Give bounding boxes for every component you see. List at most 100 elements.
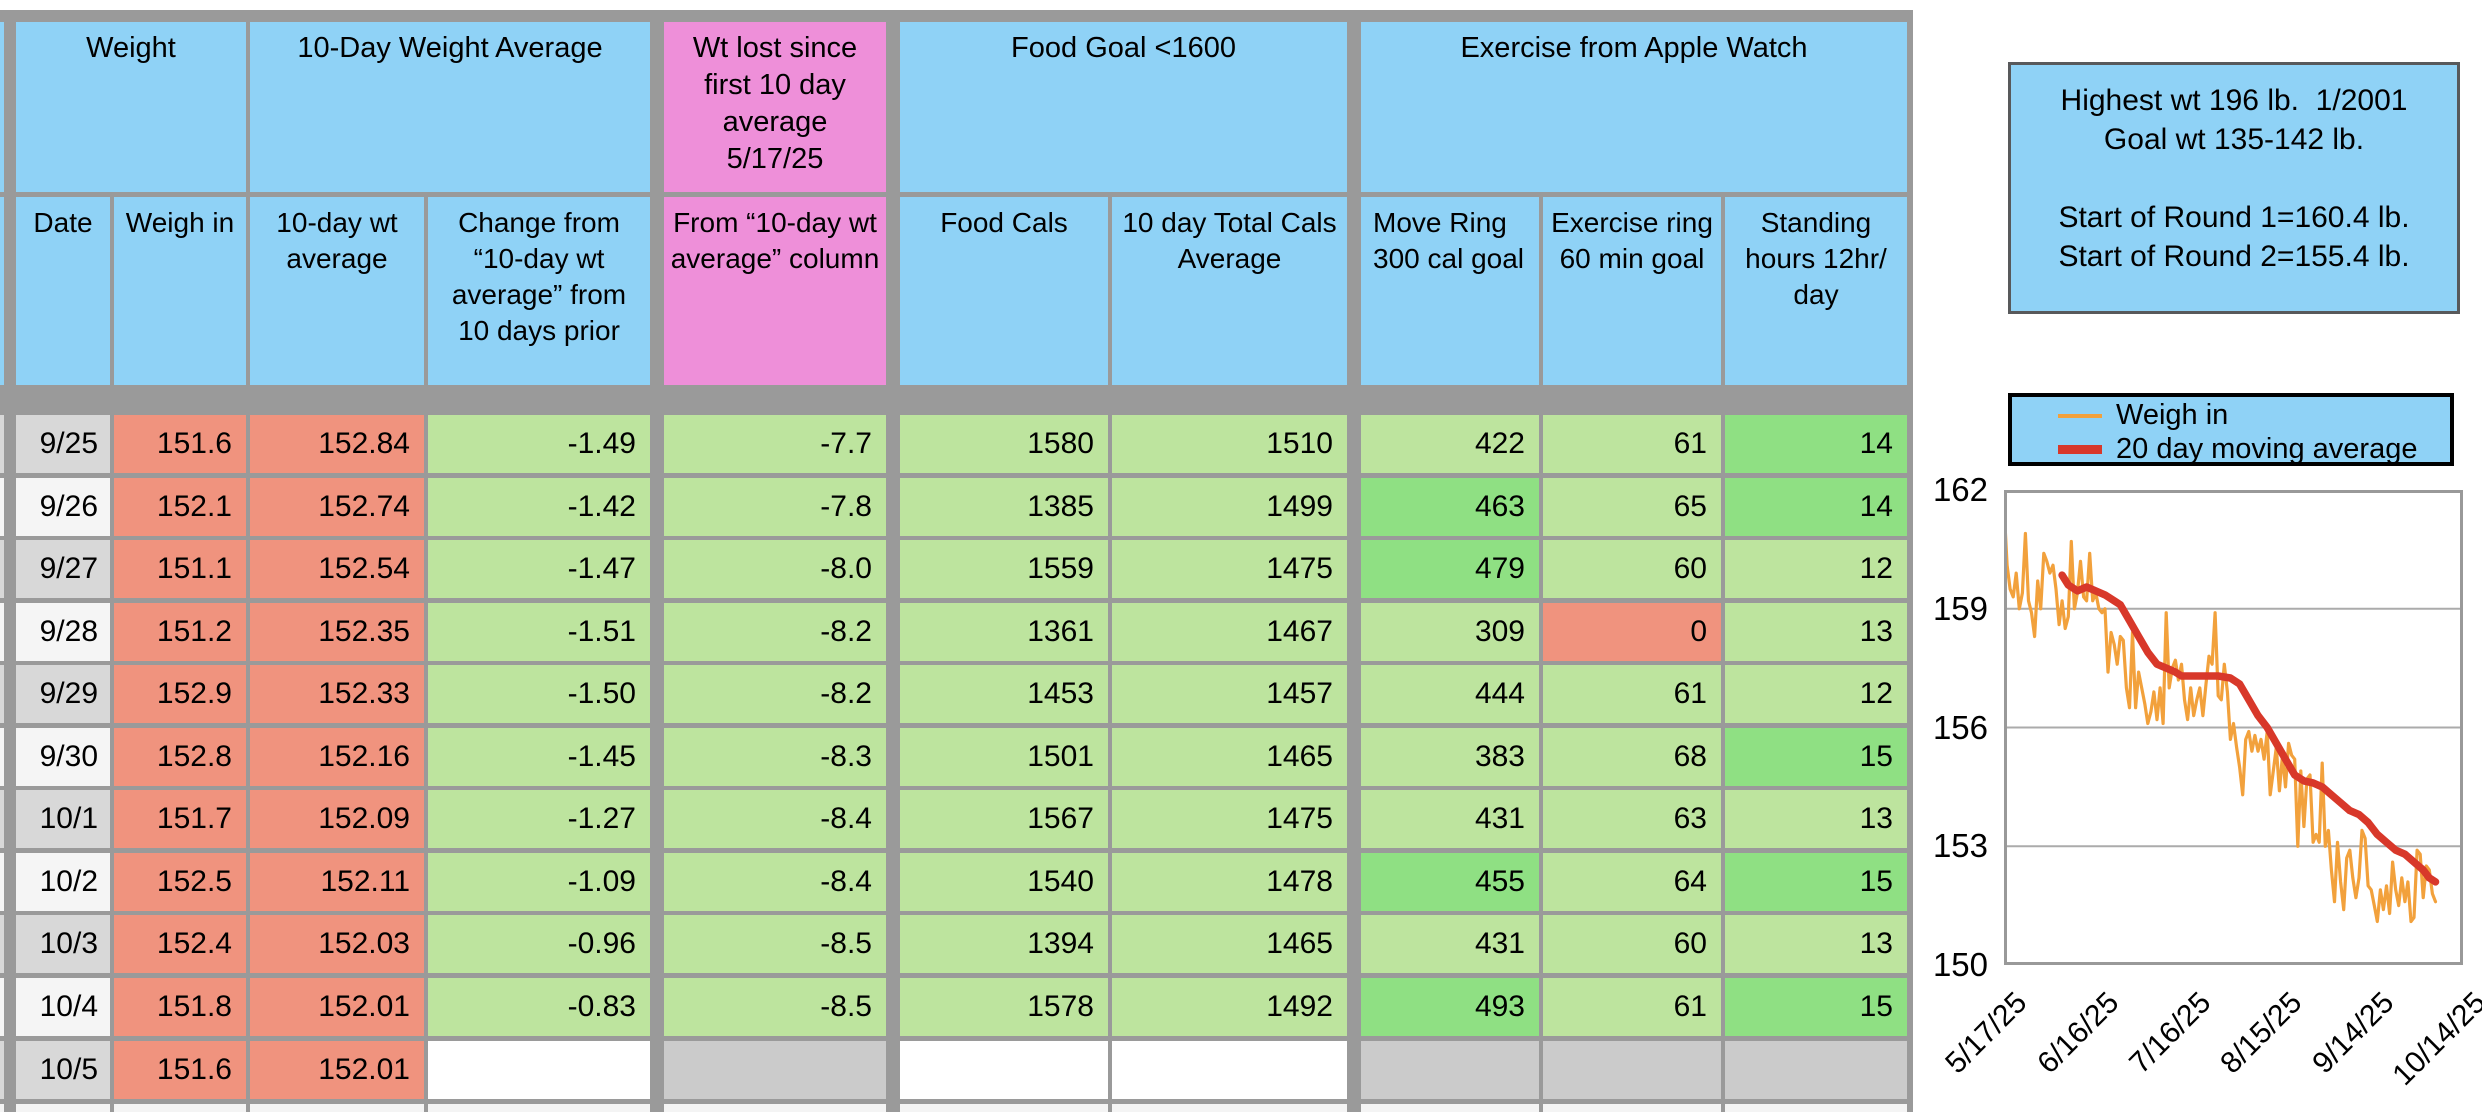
- date-cell[interactable]: 9/30: [16, 728, 110, 786]
- data-cell[interactable]: 1499: [1112, 478, 1347, 536]
- data-cell[interactable]: 1492: [1112, 978, 1347, 1036]
- data-cell[interactable]: -0.83: [428, 978, 650, 1036]
- data-cell[interactable]: 152.33: [250, 665, 424, 723]
- column-header-9[interactable]: Standing hours 12hr/ day: [1725, 197, 1907, 385]
- column-header-7[interactable]: Move Ring 300 cal goal: [1361, 197, 1539, 385]
- data-cell[interactable]: 152.54: [250, 540, 424, 598]
- data-cell[interactable]: 493: [1361, 978, 1539, 1036]
- notes-text-box[interactable]: Highest wt 196 lb. 1/2001 Goal wt 135-142…: [2008, 62, 2460, 314]
- date-cell[interactable]: 10/5: [16, 1041, 110, 1099]
- data-cell[interactable]: 60: [1543, 915, 1721, 973]
- data-cell[interactable]: 61: [1543, 415, 1721, 473]
- data-cell[interactable]: 1457: [1112, 665, 1347, 723]
- data-cell[interactable]: -8.4: [664, 853, 886, 911]
- data-cell[interactable]: 152.35: [250, 603, 424, 661]
- data-cell[interactable]: 151.6: [114, 1041, 246, 1099]
- data-cell[interactable]: 151.1: [114, 540, 246, 598]
- chart-legend[interactable]: Weigh in 20 day moving average: [2008, 393, 2454, 466]
- date-cell[interactable]: 9/28: [16, 603, 110, 661]
- data-cell[interactable]: 14: [1725, 415, 1907, 473]
- data-cell[interactable]: [1112, 1041, 1347, 1099]
- data-cell[interactable]: -8.2: [664, 603, 886, 661]
- data-cell[interactable]: 60: [1543, 540, 1721, 598]
- group-header-food-goal-1600[interactable]: Food Goal <1600: [900, 22, 1347, 192]
- group-header-wt-lost[interactable]: Wt lost since first 10 day average 5/17/…: [664, 22, 886, 192]
- data-cell[interactable]: 1475: [1112, 540, 1347, 598]
- data-cell[interactable]: [1725, 1041, 1907, 1099]
- data-cell[interactable]: -7.8: [664, 478, 886, 536]
- data-cell[interactable]: 15: [1725, 728, 1907, 786]
- data-cell[interactable]: 152.16: [250, 728, 424, 786]
- data-cell[interactable]: [1361, 1041, 1539, 1099]
- data-cell[interactable]: 152.01: [250, 978, 424, 1036]
- column-header-1[interactable]: Weigh in: [114, 197, 246, 385]
- data-cell[interactable]: 15: [1725, 978, 1907, 1036]
- data-cell[interactable]: 383: [1361, 728, 1539, 786]
- data-cell[interactable]: 152.84: [250, 415, 424, 473]
- column-header-4[interactable]: From “10-day wt average” column: [664, 197, 886, 385]
- data-cell[interactable]: -7.7: [664, 415, 886, 473]
- data-cell[interactable]: 1540: [900, 853, 1108, 911]
- data-cell[interactable]: 1559: [900, 540, 1108, 598]
- data-cell[interactable]: 431: [1361, 790, 1539, 848]
- date-cell[interactable]: 9/29: [16, 665, 110, 723]
- data-cell[interactable]: 13: [1725, 790, 1907, 848]
- data-cell[interactable]: 61: [1543, 665, 1721, 723]
- data-cell[interactable]: 1453: [900, 665, 1108, 723]
- data-cell[interactable]: 431: [1361, 915, 1539, 973]
- date-cell[interactable]: 10/3: [16, 915, 110, 973]
- data-cell[interactable]: 0: [1543, 603, 1721, 661]
- weight-line-chart[interactable]: [2004, 490, 2463, 965]
- column-header-6[interactable]: 10 day Total Cals Average: [1112, 197, 1347, 385]
- date-cell[interactable]: 10/1: [16, 790, 110, 848]
- data-cell[interactable]: 1475: [1112, 790, 1347, 848]
- data-cell[interactable]: 1501: [900, 728, 1108, 786]
- date-cell[interactable]: 10/2: [16, 853, 110, 911]
- data-cell[interactable]: 13: [1725, 915, 1907, 973]
- data-cell[interactable]: 152.74: [250, 478, 424, 536]
- column-header-5[interactable]: Food Cals: [900, 197, 1108, 385]
- data-cell[interactable]: -8.4: [664, 790, 886, 848]
- data-cell[interactable]: 151.2: [114, 603, 246, 661]
- data-cell[interactable]: -8.3: [664, 728, 886, 786]
- data-cell[interactable]: 1578: [900, 978, 1108, 1036]
- data-cell[interactable]: 422: [1361, 415, 1539, 473]
- data-cell[interactable]: 13: [1725, 603, 1907, 661]
- data-cell[interactable]: -1.27: [428, 790, 650, 848]
- data-cell[interactable]: 65: [1543, 478, 1721, 536]
- data-cell[interactable]: 444: [1361, 665, 1539, 723]
- data-cell[interactable]: 12: [1725, 665, 1907, 723]
- data-cell[interactable]: 1567: [900, 790, 1108, 848]
- data-cell[interactable]: 1467: [1112, 603, 1347, 661]
- data-cell[interactable]: 455: [1361, 853, 1539, 911]
- data-cell[interactable]: 61: [1543, 978, 1721, 1036]
- data-cell[interactable]: 152.4: [114, 915, 246, 973]
- data-cell[interactable]: -8.5: [664, 978, 886, 1036]
- data-cell[interactable]: 1580: [900, 415, 1108, 473]
- data-cell[interactable]: -8.2: [664, 665, 886, 723]
- data-cell[interactable]: -1.09: [428, 853, 650, 911]
- data-cell[interactable]: 1510: [1112, 415, 1347, 473]
- data-cell[interactable]: 1465: [1112, 728, 1347, 786]
- data-cell[interactable]: [428, 1041, 650, 1099]
- data-cell[interactable]: 479: [1361, 540, 1539, 598]
- data-cell[interactable]: [1543, 1041, 1721, 1099]
- date-cell[interactable]: 10/4: [16, 978, 110, 1036]
- group-header-weight[interactable]: Weight: [16, 22, 246, 192]
- data-cell[interactable]: -1.50: [428, 665, 650, 723]
- data-cell[interactable]: 151.8: [114, 978, 246, 1036]
- data-cell[interactable]: 1361: [900, 603, 1108, 661]
- data-cell[interactable]: 152.1: [114, 478, 246, 536]
- data-cell[interactable]: 63: [1543, 790, 1721, 848]
- data-cell[interactable]: [664, 1041, 886, 1099]
- group-header-exercise-from-apple-watch[interactable]: Exercise from Apple Watch: [1361, 22, 1907, 192]
- data-cell[interactable]: 152.03: [250, 915, 424, 973]
- data-cell[interactable]: -1.49: [428, 415, 650, 473]
- column-header-0[interactable]: Date: [16, 197, 110, 385]
- data-cell[interactable]: 152.09: [250, 790, 424, 848]
- date-cell[interactable]: 9/26: [16, 478, 110, 536]
- data-cell[interactable]: -1.45: [428, 728, 650, 786]
- data-cell[interactable]: 152.8: [114, 728, 246, 786]
- data-cell[interactable]: 68: [1543, 728, 1721, 786]
- data-cell[interactable]: -0.96: [428, 915, 650, 973]
